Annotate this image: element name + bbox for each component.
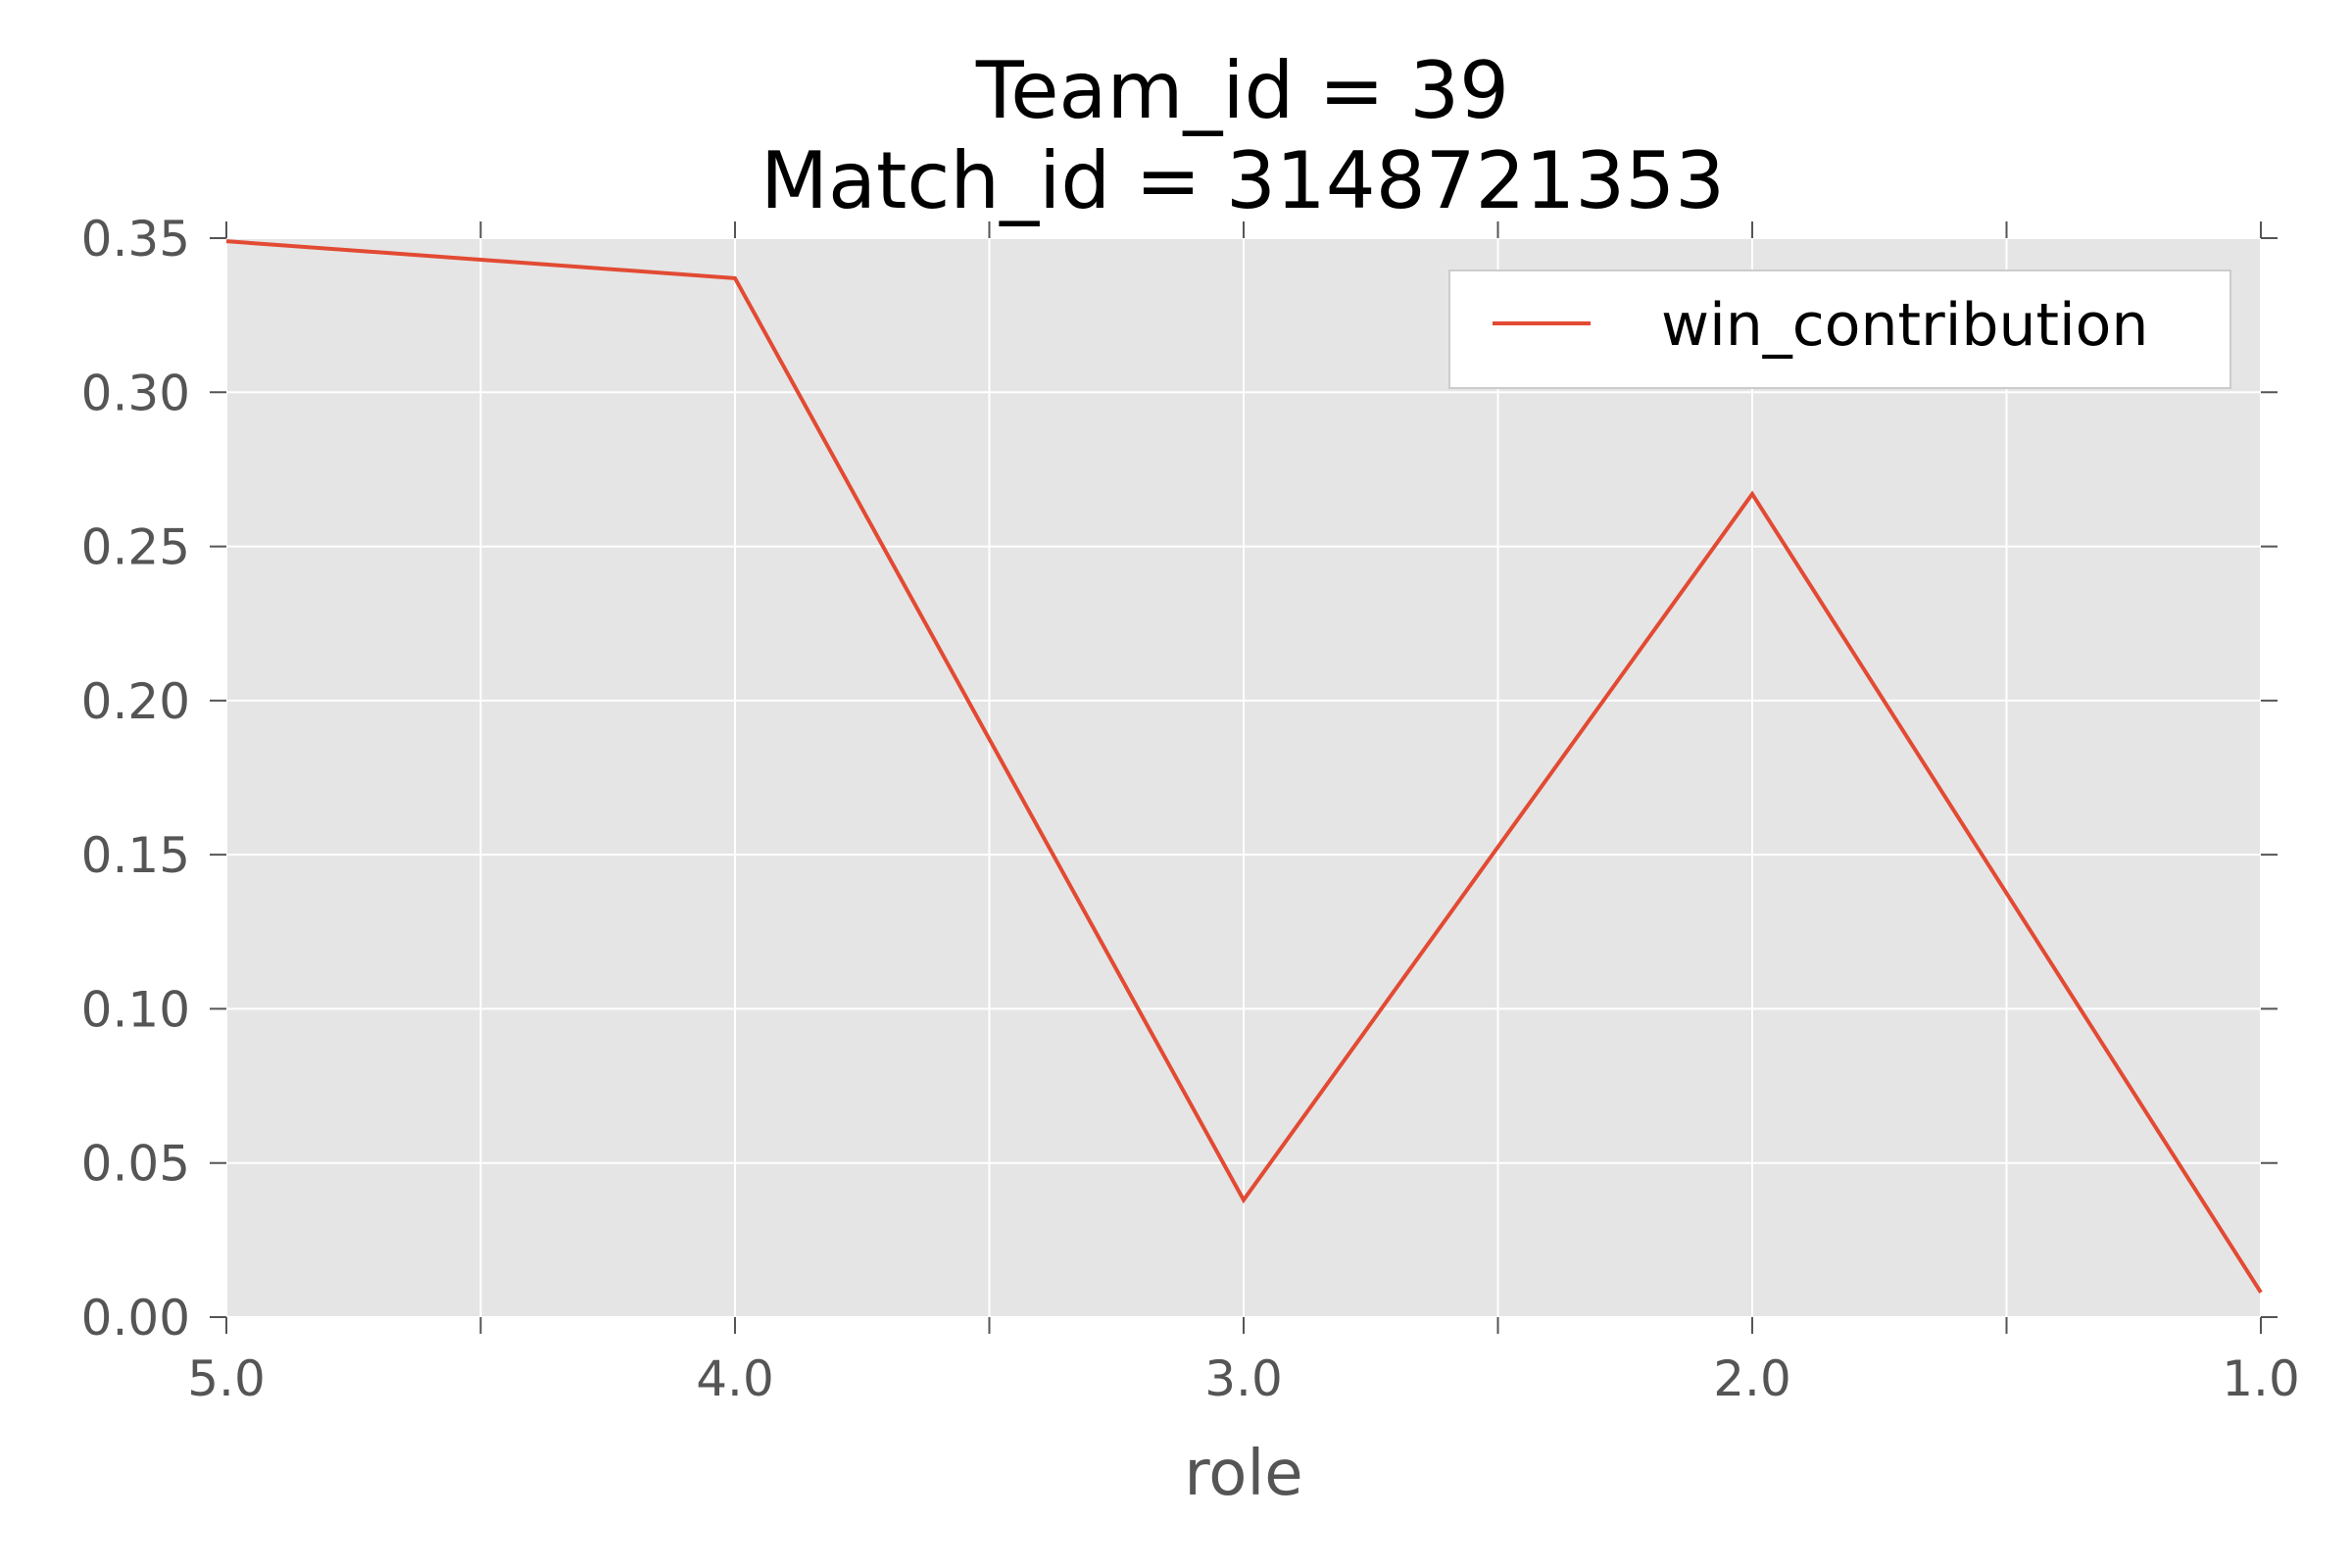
y-tick-label: 0.25 — [81, 519, 190, 576]
y-tick-labels: 0.00 0.05 0.10 0.15 0.20 0.25 0.30 0.35 — [81, 211, 190, 1347]
x-tick-label: 4.0 — [696, 1350, 774, 1407]
y-tick-label: 0.00 — [81, 1290, 190, 1347]
legend-box — [1448, 270, 2231, 389]
chart-title-line-2: Match_id = 3148721353 — [760, 135, 1725, 226]
x-axis-label: role — [1184, 1438, 1302, 1510]
y-tick-label: 0.30 — [81, 365, 190, 421]
y-tick-label: 0.10 — [81, 981, 190, 1038]
x-tick-label: 5.0 — [187, 1350, 266, 1407]
y-tick-label: 0.20 — [81, 673, 190, 730]
y-tick-label: 0.15 — [81, 827, 190, 884]
series-line-win-contribution — [225, 239, 2263, 1294]
x-tick-label: 3.0 — [1204, 1350, 1283, 1407]
x-tick-label: 2.0 — [1713, 1350, 1791, 1407]
x-tick-label: 1.0 — [2222, 1350, 2300, 1407]
x-tick-labels: 5.0 4.0 3.0 2.0 1.0 — [187, 1350, 2300, 1407]
legend: win_contribution — [1448, 270, 2231, 389]
y-tick-label: 0.05 — [81, 1136, 190, 1193]
tick-marks — [210, 221, 2278, 1334]
chart-title-line-1: Team_id = 39 — [975, 45, 1509, 136]
y-tick-label: 0.35 — [81, 211, 190, 268]
series-lines — [225, 239, 2263, 1294]
legend-label-win-contribution: win_contribution — [1661, 291, 2148, 360]
